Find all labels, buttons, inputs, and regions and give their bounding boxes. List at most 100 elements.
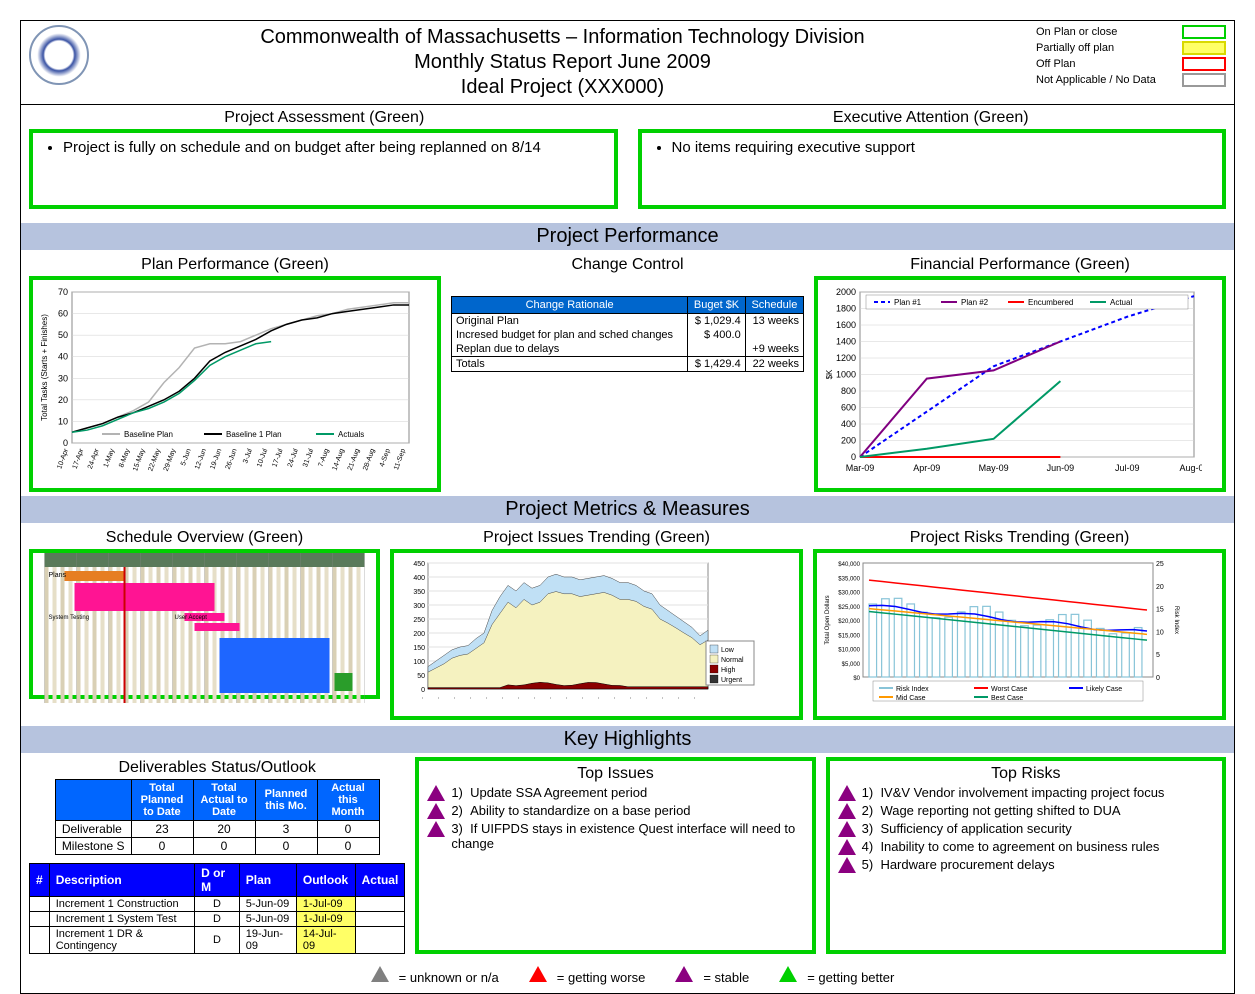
status-legend: On Plan or close Partially off plan Off … (1036, 25, 1226, 89)
band-performance: Project Performance (21, 223, 1234, 250)
svg-text:30: 30 (58, 373, 68, 383)
svg-text:-: - (532, 696, 538, 700)
svg-text:-: - (676, 696, 682, 700)
svg-text:5: 5 (1156, 652, 1160, 659)
svg-text:20: 20 (1156, 584, 1164, 591)
top-item: 2) Wage reporting not getting shifted to… (838, 803, 1214, 819)
legend-swatch (1182, 57, 1226, 71)
svg-text:-: - (628, 696, 634, 700)
svg-text:4-Sep: 4-Sep (379, 448, 392, 468)
svg-text:Plans: Plans (49, 572, 67, 579)
svg-text:May-09: May-09 (979, 463, 1009, 473)
svg-text:Urgent: Urgent (721, 677, 742, 684)
svg-text:$15,000: $15,000 (838, 633, 860, 639)
top-risks-title: Top Risks (838, 765, 1214, 783)
svg-text:70: 70 (58, 287, 68, 297)
svg-text:17-Apr: 17-Apr (72, 447, 86, 470)
svg-text:Mid Case: Mid Case (896, 695, 926, 702)
risks-trend-title: Project Risks Trending (Green) (813, 527, 1226, 549)
svg-text:Mar-09: Mar-09 (846, 463, 875, 473)
issues-trend-title: Project Issues Trending (Green) (390, 527, 803, 549)
deliverables-title: Deliverables Status/Outlook (29, 757, 405, 779)
top-item-text: 1) IV&V Vendor involvement impacting pro… (862, 785, 1165, 800)
svg-text:20: 20 (58, 395, 68, 405)
legend-swatch (1182, 25, 1226, 39)
svg-text:-: - (692, 696, 698, 700)
legend-swatch (1182, 73, 1226, 87)
top-item-text: 5) Hardware procurement delays (862, 857, 1055, 872)
svg-text:19-Jun: 19-Jun (209, 448, 223, 471)
header-line2: Monthly Status Report June 2009 (89, 50, 1036, 75)
risks-trend-chart: $0$5,000$10,000$15,000$20,000$25,000$30,… (813, 549, 1226, 720)
svg-text:$35,000: $35,000 (838, 576, 860, 582)
svg-text:-: - (500, 696, 506, 700)
triangle-icon (779, 966, 797, 982)
triangle-icon (427, 803, 445, 819)
svg-text:$K: $K (825, 369, 834, 379)
svg-text:11-Sep: 11-Sep (393, 448, 407, 471)
svg-text:Likely Case: Likely Case (1086, 686, 1122, 693)
band-metrics: Project Metrics & Measures (21, 496, 1234, 523)
svg-text:150: 150 (413, 645, 425, 652)
schedule-gantt: PlansSystem TestingUser Accept (29, 549, 380, 699)
svg-text:-: - (516, 696, 522, 700)
band-key: Key Highlights (21, 726, 1234, 753)
svg-text:1-May: 1-May (103, 447, 116, 468)
svg-text:Jun-09: Jun-09 (1047, 463, 1075, 473)
svg-text:50: 50 (417, 673, 425, 680)
svg-text:25: 25 (1156, 561, 1164, 568)
svg-text:Encumbered: Encumbered (1028, 298, 1073, 307)
svg-text:350: 350 (413, 589, 425, 596)
header: Commonwealth of Massachusetts – Informat… (21, 21, 1234, 105)
svg-text:Baseline Plan: Baseline Plan (124, 430, 173, 439)
triangle-icon (838, 821, 856, 837)
svg-text:-: - (596, 696, 602, 700)
svg-text:-: - (548, 696, 554, 700)
svg-text:Total Open Dollars: Total Open Dollars (825, 595, 831, 644)
top-item: 1) IV&V Vendor involvement impacting pro… (838, 785, 1214, 801)
exec-attention-box: No items requiring executive support (638, 129, 1227, 209)
triangle-icon (427, 821, 445, 837)
svg-text:0: 0 (63, 438, 68, 448)
legend-label: Not Applicable / No Data (1036, 74, 1176, 86)
svg-text:14-Aug: 14-Aug (332, 448, 346, 472)
assessment-bullet: Project is fully on schedule and on budg… (63, 139, 604, 156)
change-control-table: Change RationaleBuget $KScheduleOriginal… (451, 296, 804, 372)
deliverables-panel: Deliverables Status/Outlook Total Planne… (29, 757, 405, 954)
svg-text:1800: 1800 (836, 304, 856, 314)
top-item: 3) Sufficiency of application security (838, 821, 1214, 837)
assessment-box: Project is fully on schedule and on budg… (29, 129, 618, 209)
svg-text:5-Jun: 5-Jun (180, 448, 193, 467)
top-item-text: 4) Inability to come to agreement on bus… (862, 839, 1160, 854)
svg-text:Actuals: Actuals (338, 430, 364, 439)
assessment-title: Project Assessment (Green) (21, 109, 628, 127)
svg-text:22-May: 22-May (147, 447, 162, 472)
svg-text:Actual: Actual (1110, 298, 1132, 307)
svg-text:$25,000: $25,000 (838, 605, 860, 611)
svg-text:Jul-09: Jul-09 (1115, 463, 1140, 473)
svg-text:$30,000: $30,000 (838, 591, 860, 597)
top-item: 2) Ability to standardize on a base peri… (427, 803, 803, 819)
svg-text:High: High (721, 667, 736, 674)
top-issues-box: Top Issues 1) Update SSA Agreement perio… (415, 757, 815, 954)
svg-text:3-Jul: 3-Jul (242, 448, 254, 465)
plan-perf-title: Plan Performance (Green) (29, 254, 441, 276)
top-item: 4) Inability to come to agreement on bus… (838, 839, 1214, 855)
svg-text:1400: 1400 (836, 337, 856, 347)
svg-text:8-May: 8-May (118, 447, 131, 468)
header-titles: Commonwealth of Massachusetts – Informat… (89, 25, 1036, 100)
svg-text:1200: 1200 (836, 353, 856, 363)
svg-text:-: - (580, 696, 586, 700)
footer-legend-item: = stable (665, 970, 749, 985)
svg-text:-: - (436, 696, 442, 700)
change-control-title: Change Control (451, 254, 804, 276)
svg-text:10-Apr: 10-Apr (56, 447, 70, 470)
triangle-icon (529, 966, 547, 982)
svg-text:28-Aug: 28-Aug (362, 448, 376, 472)
triangle-icon (838, 839, 856, 855)
svg-text:24-Apr: 24-Apr (87, 447, 101, 470)
svg-text:-: - (644, 696, 650, 700)
svg-text:50: 50 (58, 330, 68, 340)
top-item-text: 3) Sufficiency of application security (862, 821, 1072, 836)
svg-text:1000: 1000 (836, 370, 856, 380)
